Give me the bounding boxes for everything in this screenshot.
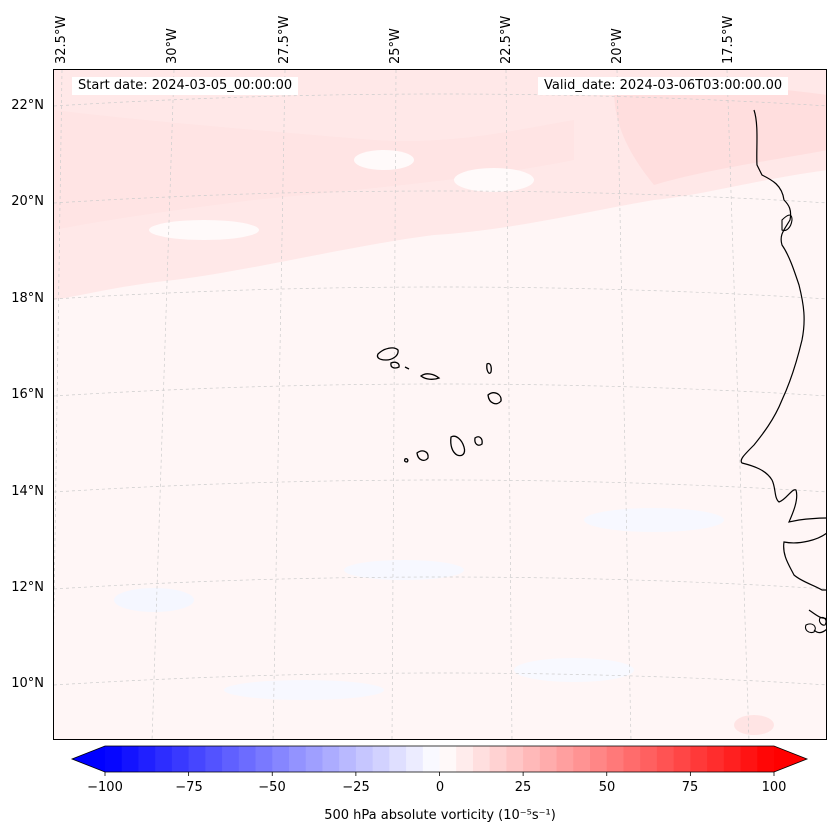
colorbar-segment — [355, 746, 374, 772]
colorbar-tick-label: 50 — [598, 780, 616, 795]
vorticity-patch-white — [454, 168, 534, 192]
colorbar-extend-max — [774, 746, 807, 772]
lon-label: 32.5°W — [54, 15, 69, 64]
vorticity-band-north-dark — [614, 84, 826, 185]
colorbar-tick-label: −50 — [258, 780, 286, 795]
lon-label: 20°W — [610, 28, 625, 64]
colorbar-tick-label: −25 — [342, 780, 370, 795]
colorbar-segment — [422, 746, 441, 772]
colorbar-segment — [489, 746, 507, 772]
colorbar-segment — [656, 746, 675, 772]
vorticity-patch-white — [354, 150, 414, 170]
colorbar-tick-label: −100 — [87, 780, 123, 795]
island-sao-nicolau — [419, 373, 441, 380]
lat-label: 18°N — [11, 291, 44, 306]
colorbar-segment — [690, 746, 708, 772]
colorbar-segment — [155, 746, 173, 772]
colorbar — [70, 745, 809, 776]
vorticity-patch-red — [734, 715, 774, 735]
lat-label: 22°N — [11, 98, 44, 113]
lon-label: 27.5°W — [277, 15, 292, 64]
parallel-gridlines — [54, 93, 826, 686]
island-sal — [486, 362, 492, 374]
coastline-island-bijagos — [805, 616, 826, 634]
colorbar-tick-label: 0 — [435, 780, 445, 795]
lat-label: 16°N — [11, 387, 44, 402]
colorbar-segment — [205, 746, 223, 772]
colorbar-segment — [288, 746, 307, 772]
colorbar-segment — [506, 746, 524, 772]
colorbar-segment — [456, 746, 474, 772]
colorbar-segment — [439, 746, 457, 772]
colorbar-segment — [406, 746, 424, 772]
colorbar-segment — [640, 746, 658, 772]
colorbar-segment — [138, 746, 156, 772]
colorbar-label: 500 hPa absolute vorticity (10⁻⁵s⁻¹) — [324, 808, 556, 823]
coastline-africa-south — [783, 532, 826, 634]
start-date-label: Start date: 2024-03-05_00:00:00 — [72, 77, 299, 95]
colorbar-segment — [305, 746, 324, 772]
colorbar-segment — [372, 746, 390, 772]
island-maio — [474, 436, 483, 446]
vorticity-patch-blue — [344, 560, 464, 580]
colorbar-tick-label: 25 — [514, 780, 532, 795]
vorticity-patch-blue — [224, 680, 384, 700]
meridian-gridlines — [54, 70, 750, 739]
colorbar-segment — [673, 746, 691, 772]
colorbar-segment — [255, 746, 273, 772]
colorbar-segment — [389, 746, 407, 772]
colorbar-segment — [590, 746, 608, 772]
colorbar-segment — [573, 746, 591, 772]
colorbar-segment — [121, 746, 140, 772]
coastline-dakar — [781, 214, 793, 232]
colorbar-segment — [272, 746, 290, 772]
valid-date-label: Valid_date: 2024-03-06T03:00:00.00 — [538, 77, 789, 95]
colorbar-segment — [238, 746, 257, 772]
coastline-africa — [740, 109, 826, 523]
island-santiago — [450, 435, 466, 457]
colorbar-segment — [322, 746, 340, 772]
lat-label: 12°N — [11, 580, 44, 595]
colorbar-tick-label: −75 — [175, 780, 203, 795]
lat-label: 10°N — [11, 676, 44, 691]
lon-label: 30°W — [165, 28, 180, 64]
colorbar-extend-min — [72, 746, 105, 772]
vorticity-patch-blue — [114, 588, 194, 612]
island-fogo — [416, 450, 429, 461]
colorbar-segment — [523, 746, 541, 772]
colorbar-segment — [222, 746, 240, 772]
colorbar-segment — [623, 746, 641, 772]
colorbar-segment — [606, 746, 625, 772]
colorbar-segment — [556, 746, 574, 772]
island-boa-vista — [487, 392, 502, 405]
lat-label: 14°N — [11, 484, 44, 499]
vorticity-patch-white — [149, 220, 259, 240]
colorbar-segment — [723, 746, 742, 772]
island-santo-antao — [376, 347, 399, 361]
colorbar-segment — [188, 746, 206, 772]
lon-label: 17.5°W — [721, 15, 736, 64]
colorbar-segment — [171, 746, 190, 772]
colorbar-segment — [740, 746, 758, 772]
colorbar-segment — [707, 746, 725, 772]
vorticity-patch-blue — [514, 658, 634, 682]
colorbar-tick-label: 75 — [681, 780, 699, 795]
colorbar-tick-label: 100 — [761, 780, 787, 795]
colorbar-segment — [339, 746, 357, 772]
colorbar-segment — [757, 746, 775, 772]
island-brava — [403, 458, 409, 463]
lon-label: 22.5°W — [499, 15, 514, 64]
colorbar-segment — [472, 746, 491, 772]
cape-verde-islands — [376, 347, 502, 463]
island-santa-luzia — [404, 366, 410, 370]
vorticity-map — [54, 70, 826, 739]
island-sao-vicente — [390, 361, 400, 369]
vorticity-band-north-2 — [54, 110, 574, 230]
vorticity-patch-blue — [584, 508, 724, 532]
lon-label: 25°W — [388, 28, 403, 64]
map-frame — [53, 69, 827, 740]
lat-label: 20°N — [11, 194, 44, 209]
colorbar-segment — [539, 746, 558, 772]
colorbar-segment — [105, 746, 123, 772]
